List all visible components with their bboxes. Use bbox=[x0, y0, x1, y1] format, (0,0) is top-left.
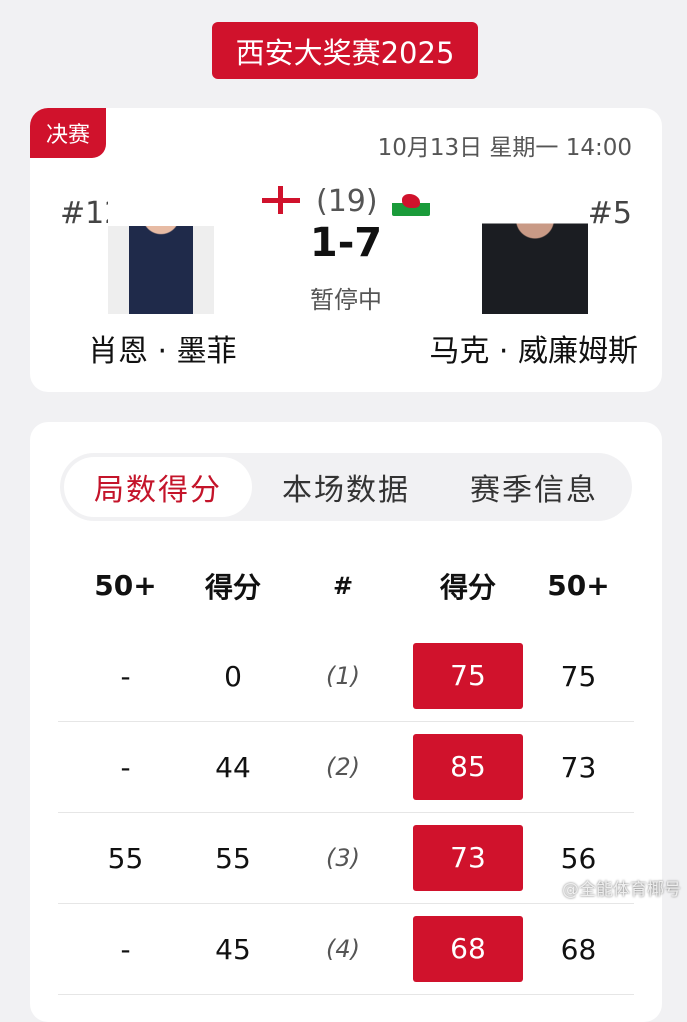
tab-bar: 局数得分 本场数据 赛季信息 bbox=[60, 453, 632, 521]
header-frame: # bbox=[332, 571, 354, 600]
match-status: 暂停中 bbox=[310, 286, 382, 314]
frame-number: (4) bbox=[326, 935, 360, 963]
p1-50plus: - bbox=[120, 932, 131, 966]
p2-50plus: 73 bbox=[560, 750, 597, 784]
tab-match-stats[interactable]: 本场数据 bbox=[282, 473, 410, 508]
p2-50plus: 68 bbox=[560, 932, 597, 966]
tab-season-info[interactable]: 赛季信息 bbox=[470, 473, 598, 508]
player2-name: 马克 · 威廉姆斯 bbox=[429, 334, 638, 369]
p1-score: 0 bbox=[224, 659, 242, 693]
header-p2-score: 得分 bbox=[439, 570, 496, 604]
match-datetime: 10月13日 星期一 14:00 bbox=[377, 135, 632, 161]
header-p1-score: 得分 bbox=[204, 570, 261, 604]
stage-badge: 决赛 bbox=[30, 108, 106, 158]
player2-photo bbox=[482, 188, 588, 314]
match-score: 1-7 bbox=[309, 220, 383, 266]
p2-score: 68 bbox=[413, 916, 523, 982]
p1-50plus: - bbox=[120, 750, 131, 784]
tournament-title: 西安大奖赛2025 bbox=[212, 22, 478, 79]
frame-number: (2) bbox=[326, 753, 360, 781]
watermark: @全能体育椰号 bbox=[562, 880, 681, 900]
table-row: - 45 (4) 68 68 bbox=[58, 904, 634, 995]
match-card[interactable]: 决赛 10月13日 星期一 14:00 #12 肖恩 · 墨菲 (19) 1-7… bbox=[30, 108, 662, 392]
header-p1-50plus: 50+ bbox=[94, 569, 157, 602]
best-of-frames: (19) bbox=[316, 184, 378, 219]
player1-name: 肖恩 · 墨菲 bbox=[88, 334, 237, 369]
p2-50plus: 75 bbox=[560, 659, 597, 693]
p1-50plus: - bbox=[120, 659, 131, 693]
table-row: 55 55 (3) 73 56 bbox=[58, 813, 634, 904]
p1-score: 45 bbox=[215, 932, 251, 966]
frame-number: (3) bbox=[326, 844, 360, 872]
player2-rank: #5 bbox=[587, 196, 632, 231]
table-row: - 44 (2) 85 73 bbox=[58, 722, 634, 813]
p2-score: 75 bbox=[413, 643, 523, 709]
p2-score: 73 bbox=[413, 825, 523, 891]
p1-score: 44 bbox=[215, 750, 251, 784]
stats-card: 局数得分 本场数据 赛季信息 50+ 得分 # 得分 50+ - 0 (1) 7… bbox=[30, 422, 662, 1022]
p2-50plus: 56 bbox=[560, 841, 597, 875]
p1-50plus: 55 bbox=[107, 841, 144, 875]
frame-number: (1) bbox=[326, 662, 360, 690]
england-flag-icon bbox=[262, 186, 300, 214]
table-header: 50+ 得分 # 得分 50+ bbox=[58, 540, 634, 631]
header-p2-50plus: 50+ bbox=[547, 569, 610, 602]
p2-score: 85 bbox=[413, 734, 523, 800]
tab-frame-scores[interactable]: 局数得分 bbox=[64, 457, 252, 517]
player1-photo bbox=[108, 188, 214, 314]
table-row: - 0 (1) 75 75 bbox=[58, 631, 634, 722]
p1-score: 55 bbox=[215, 841, 251, 875]
wales-flag-icon bbox=[392, 190, 430, 216]
